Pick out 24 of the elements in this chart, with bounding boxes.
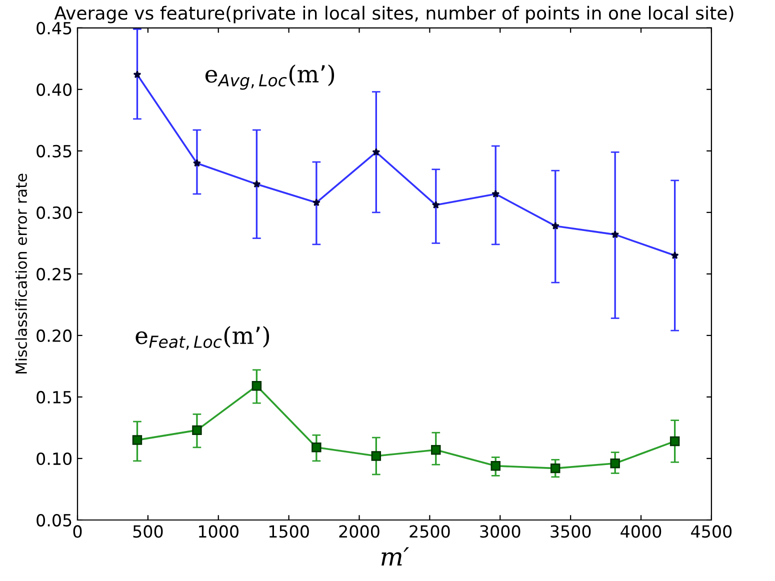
annotation: e$_{Feat,Loc}$(m’) [136,326,270,350]
x-tick-label: 2000 [339,525,380,538]
chart-title: Average vs feature(private in local sites, number of points in one local site) [54,6,734,24]
y-axis-title: Misclassification error rate [15,174,28,374]
x-tick-label: 4500 [691,525,732,538]
x-tick-label: 3500 [550,525,591,538]
y-tick-label: 0.35 [36,144,72,158]
y-tick-label: 0.40 [36,83,72,96]
x-tick-label: 2500 [410,525,450,538]
x-tick-label: 0 [73,525,82,538]
x-tick-label: 3000 [480,525,520,538]
y-tick-label: 0.20 [36,329,72,342]
y-tick-label: 0.30 [36,206,72,219]
y-tick-label: 0.15 [36,390,72,404]
y-tick-label: 0.45 [36,22,72,34]
x-axis-title: m′ [382,547,410,566]
x-tick-label: 500 [133,525,163,538]
y-tick-label: 0.05 [36,514,72,527]
annotation: e$_{Avg,Loc}$(m’) [205,64,334,90]
y-tick-label: 0.10 [36,452,72,466]
x-tick-label: 4000 [620,525,662,538]
y-tick-label: 0.25 [36,268,72,281]
x-tick-label: 1000 [199,525,238,538]
x-tick-label: 1500 [269,525,309,538]
